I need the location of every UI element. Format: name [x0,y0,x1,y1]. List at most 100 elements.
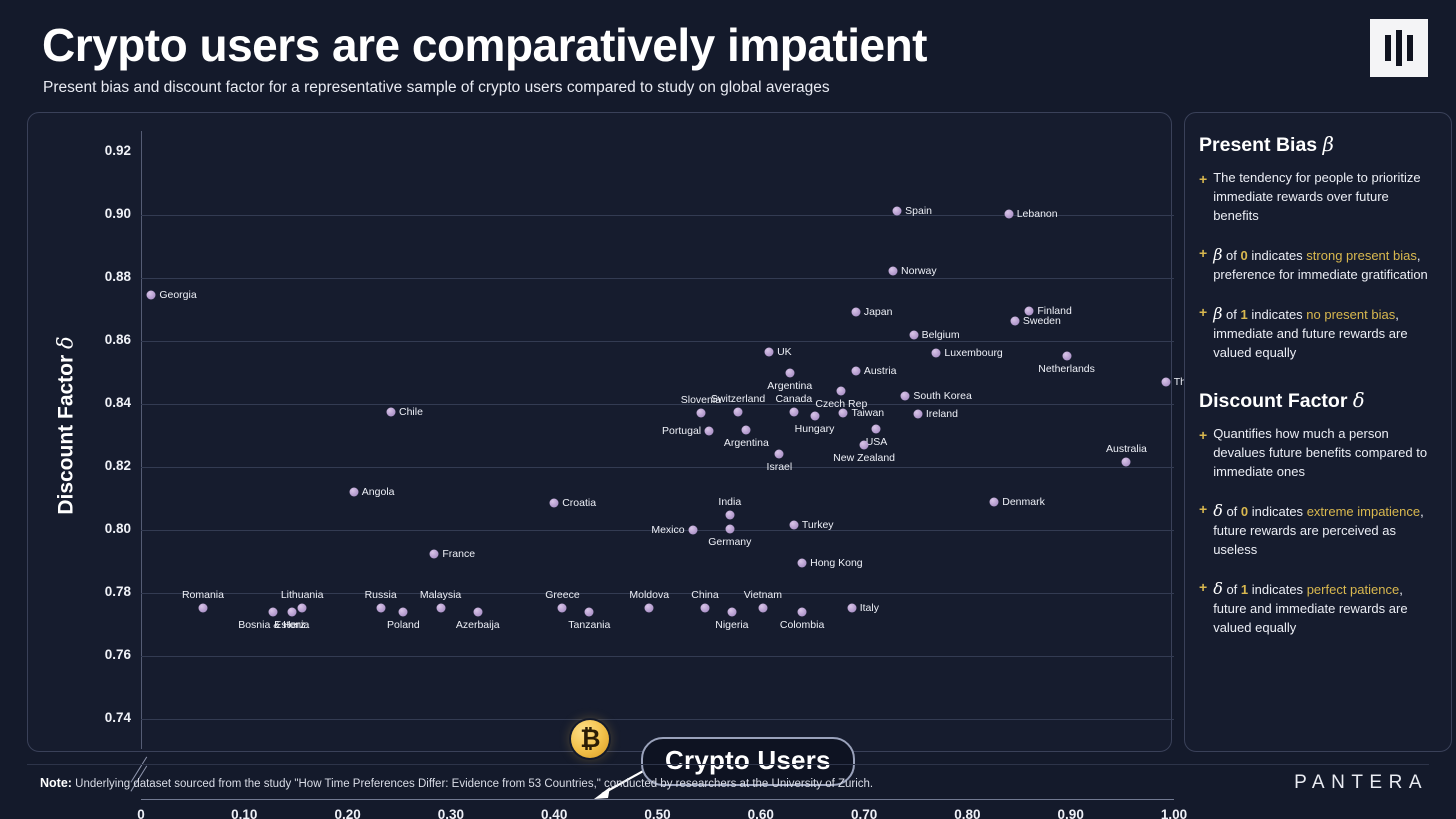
data-point[interactable] [851,366,861,376]
data-point[interactable] [797,558,807,568]
data-point[interactable] [888,266,898,276]
data-point[interactable] [725,524,735,534]
sidebar-bullet-text: β of 0 indicates strong present bias, pr… [1213,243,1437,285]
sidebar-text-span: 0 [1240,247,1248,263]
data-point[interactable] [989,497,999,507]
data-point[interactable] [810,411,820,421]
data-point[interactable] [688,525,698,534]
sidebar-section-heading: Discount Factor δ [1199,389,1437,416]
sidebar-text-span: indicates [1247,306,1307,322]
data-point-label: India [718,495,742,508]
grid-line [141,277,1174,279]
sidebar-text-span: The tendency for people to prioritize im… [1213,170,1421,223]
x-tick-label: 0.50 [644,807,671,819]
data-point[interactable] [268,607,278,617]
data-point-label: Lebanon [1016,207,1058,220]
data-point[interactable] [838,408,848,418]
data-point[interactable] [297,603,307,613]
data-point-label: Bosnia & Herz. [238,618,309,631]
y-tick-label: 0.74 [104,710,131,726]
data-point[interactable] [727,607,737,617]
data-point[interactable] [1024,306,1034,316]
data-point[interactable] [198,603,208,613]
data-point[interactable] [644,603,654,613]
footer-divider [27,764,1429,765]
data-point[interactable] [836,386,846,396]
data-point[interactable] [704,426,714,436]
data-point[interactable] [700,603,710,613]
data-point[interactable] [1121,457,1131,467]
data-point[interactable] [725,510,735,520]
data-point[interactable] [473,607,483,617]
grid-line [141,530,1174,532]
data-point[interactable] [871,424,881,434]
data-point[interactable] [557,603,567,613]
grid-line [141,340,1174,342]
data-point-label: Finland [1037,305,1072,318]
data-point[interactable] [1004,209,1014,219]
data-point[interactable] [785,368,795,378]
data-point[interactable] [386,407,396,417]
grid-line [141,403,1174,405]
data-point[interactable] [549,498,559,508]
data-point[interactable] [851,307,861,317]
sidebar-text-span: 0 [1240,503,1249,519]
data-point[interactable] [1062,351,1072,361]
data-point[interactable] [847,603,857,613]
data-point-label: Argentina [767,380,813,393]
sidebar-bullet-text: δ of 0 indicates extreme impatience, fut… [1213,499,1437,560]
data-point-label: Malaysia [419,589,462,602]
data-point[interactable] [900,391,910,401]
data-point[interactable] [789,520,799,530]
page-title: Crypto users are comparatively impatient [42,19,928,71]
data-point-label: China [691,589,719,602]
data-point[interactable] [733,407,743,417]
crypto-coin-icon[interactable]: ₿ [571,720,610,758]
x-tick-label: 0.30 [437,807,465,819]
data-point[interactable] [1161,377,1171,387]
data-point[interactable] [696,408,706,418]
y-axis-ticks: 0.74 0.76 0.78 0.80 0.82 0.84 0.86 0.88 0.90 0.92 [61,113,131,753]
data-point[interactable] [376,603,386,613]
sidebar-bullet-text: Quantifies how much a person devalues fu… [1213,425,1437,482]
data-point[interactable] [859,440,869,450]
data-point[interactable] [931,348,941,358]
data-point[interactable] [774,449,784,459]
data-point[interactable] [287,607,297,617]
data-point[interactable] [349,487,359,497]
plus-icon: + [1199,171,1208,187]
data-point[interactable] [797,607,807,617]
page-subtitle: Present bias and discount factor for a r… [43,79,830,96]
sidebar-text-span: β [1213,244,1223,264]
x-tick-label: 0.80 [954,807,981,819]
data-point[interactable] [892,206,902,215]
data-point-label: Nigeria [715,618,749,631]
sidebar-text-span: β [1213,303,1223,323]
data-point[interactable] [758,603,768,613]
data-point[interactable] [741,425,751,435]
data-point[interactable] [436,603,446,613]
sidebar-heading-symbol: β [1322,133,1334,156]
data-point[interactable] [913,409,923,419]
data-point-label: Argentina [723,436,769,449]
data-point-label: Italy [859,602,879,615]
data-point[interactable] [584,607,594,617]
data-point[interactable] [764,347,774,357]
x-tick-label: 0.20 [334,807,361,819]
data-point[interactable] [789,407,799,417]
data-point-label: France [442,547,476,560]
data-point[interactable] [398,607,408,617]
plus-icon: + [1199,244,1208,261]
data-point-label: Portugal [662,425,702,438]
data-point-label: Luxembourg [944,346,1003,359]
data-point[interactable] [909,330,919,339]
x-tick-label: 0.40 [541,807,568,819]
data-point[interactable] [429,549,439,559]
data-point-label: Israel [766,461,793,474]
scatter-plot-area: Georgia Spain Lebanon Norway Japan Finland Swe… [141,131,1214,758]
sidebar-text-span: δ [1213,500,1223,520]
data-point-label: Mexico [651,523,685,536]
data-point[interactable] [146,290,156,300]
data-point[interactable] [1010,316,1020,326]
